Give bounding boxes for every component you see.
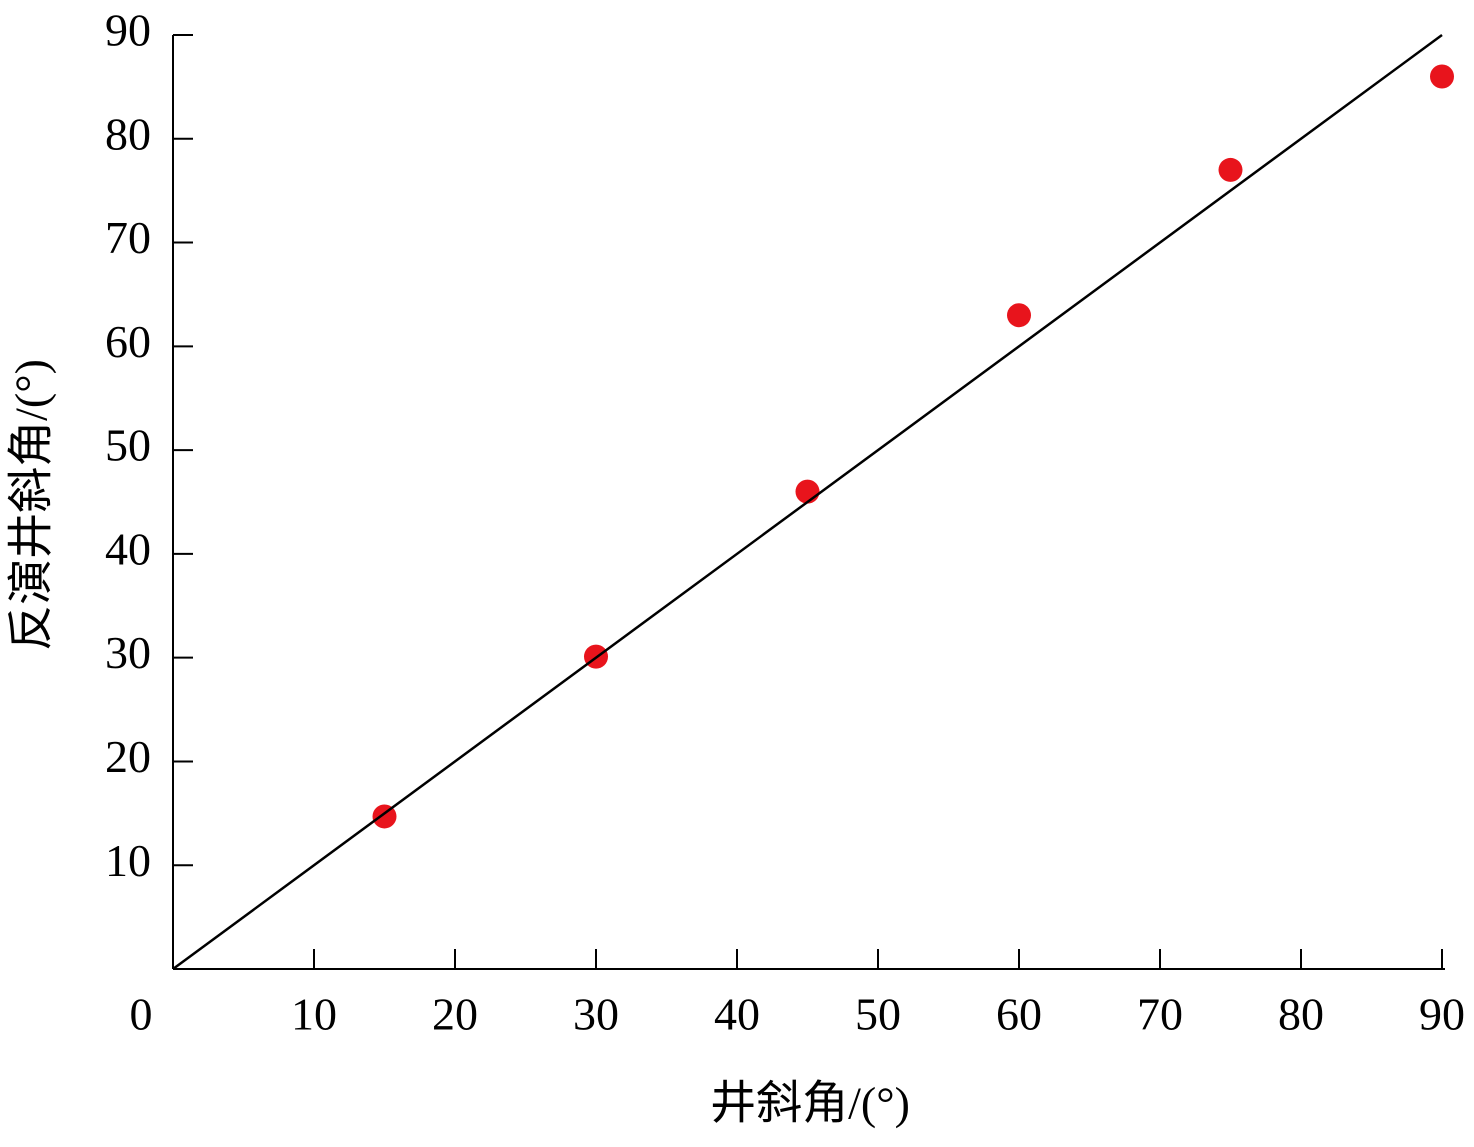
point xyxy=(795,479,820,504)
x-tick-label: 70 xyxy=(1137,989,1183,1040)
point xyxy=(1007,303,1031,328)
reference-line xyxy=(172,33,1443,971)
y-tick-label: 70 xyxy=(105,212,151,263)
y-tick-label: 20 xyxy=(105,731,151,782)
x-tick-label: 90 xyxy=(1419,989,1465,1040)
x-tick-label: 20 xyxy=(432,989,478,1040)
x-tick-label: 50 xyxy=(855,989,901,1040)
x-tick-label: 0 xyxy=(130,989,153,1040)
x-tick-label: 10 xyxy=(291,989,337,1040)
x-tick-label: 80 xyxy=(1278,989,1324,1040)
x-tick-label: 30 xyxy=(573,989,619,1040)
y-axis-title: 反演井斜角/(°) xyxy=(6,359,57,651)
y-tick-label: 40 xyxy=(105,523,151,574)
y-tick-label: 30 xyxy=(105,627,151,678)
y-tick-label: 80 xyxy=(105,108,151,159)
y-tick-label: 50 xyxy=(105,420,151,471)
y-tick-label: 60 xyxy=(105,316,151,367)
y-tick-label: 10 xyxy=(105,835,151,886)
x-tick-label: 40 xyxy=(714,989,760,1040)
x-axis-title: 井斜角/(°) xyxy=(710,1078,910,1129)
y-tick-label: 90 xyxy=(105,5,151,56)
point xyxy=(1218,157,1243,182)
x-tick-label: 60 xyxy=(996,989,1042,1040)
point xyxy=(1430,64,1454,89)
